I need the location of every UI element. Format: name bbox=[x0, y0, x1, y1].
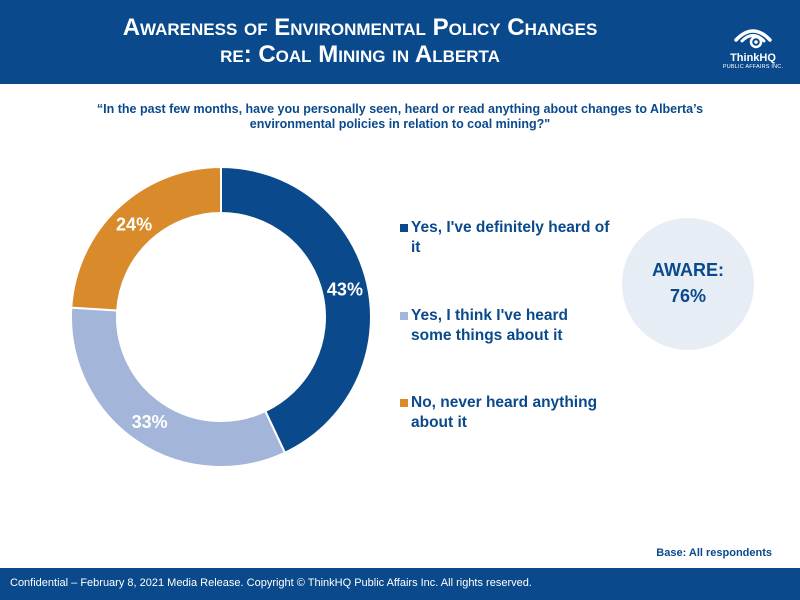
slice-label-1: 43% bbox=[327, 279, 363, 299]
legend-swatch bbox=[400, 224, 408, 232]
legend-swatch bbox=[400, 312, 408, 320]
title-line-1: Awareness of Environmental Policy Change… bbox=[122, 14, 598, 41]
donut-slice-3 bbox=[70, 165, 222, 312]
header-bar: Awareness of Environmental Policy Change… bbox=[0, 0, 800, 84]
donut-slice-1 bbox=[220, 165, 372, 455]
aware-summary: AWARE: 76% bbox=[622, 218, 754, 350]
survey-question: “In the past few months, have you person… bbox=[96, 102, 704, 131]
footer-bar: Confidential – February 8, 2021 Media Re… bbox=[0, 568, 800, 600]
donut-chart: 43% 33% 24% bbox=[70, 165, 372, 468]
donut-slice-2 bbox=[70, 306, 287, 468]
eye-swirl-icon bbox=[734, 29, 772, 49]
legend-swatch bbox=[400, 399, 408, 407]
page-title: Awareness of Environmental Policy Change… bbox=[40, 14, 680, 68]
base-note: Base: All respondents bbox=[656, 547, 772, 559]
title-line-2: re: Coal Mining in Alberta bbox=[220, 41, 500, 68]
legend-label: Yes, I think I've heard some things abou… bbox=[411, 307, 569, 344]
legend-label: Yes, I've definitely heard of it bbox=[411, 219, 610, 256]
legend-label: No, never heard anything about it bbox=[411, 394, 598, 431]
footer-copyright: Confidential – February 8, 2021 Media Re… bbox=[10, 577, 532, 589]
logo-name: ThinkHQ bbox=[730, 52, 776, 64]
slice-label-2: 33% bbox=[132, 412, 168, 432]
aware-label: AWARE: bbox=[652, 260, 724, 280]
logo-subtitle: PUBLIC AFFAIRS INC. bbox=[722, 64, 784, 70]
slice-label-3: 24% bbox=[116, 214, 152, 234]
thinkhq-logo: ThinkHQ PUBLIC AFFAIRS INC. bbox=[718, 22, 788, 74]
aware-value: 76% bbox=[669, 286, 707, 306]
